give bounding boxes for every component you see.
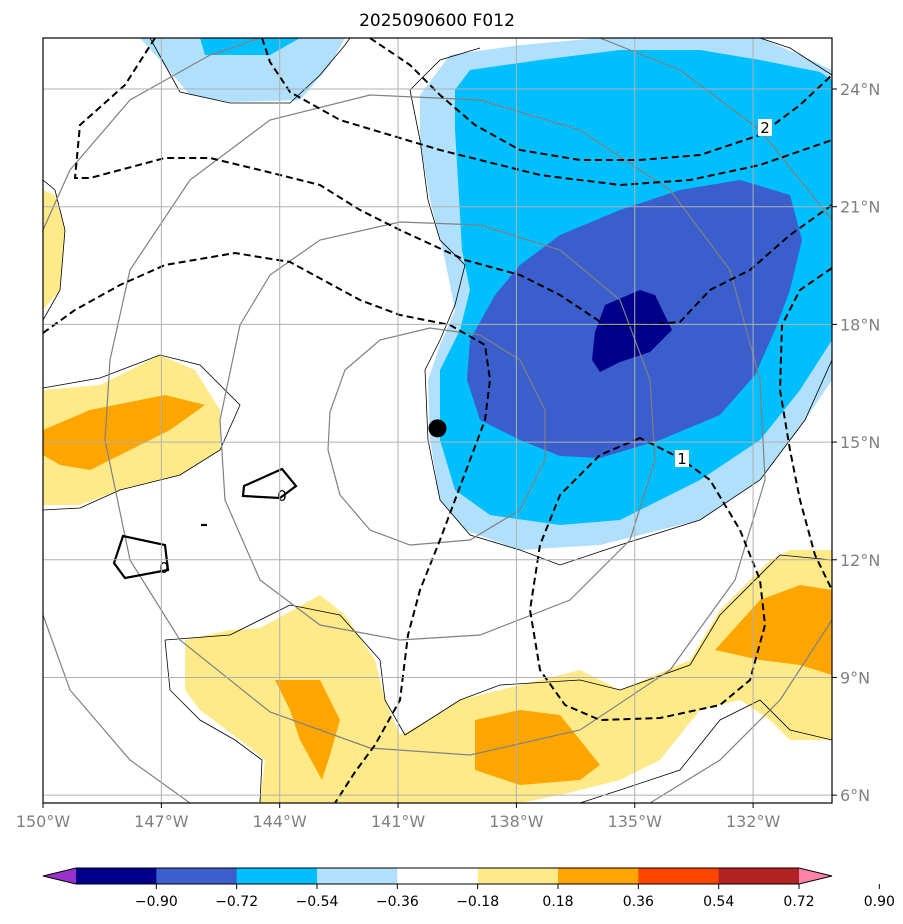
- x-tick-label: 141°W: [371, 812, 426, 831]
- colorbar-segment: [76, 868, 157, 884]
- colorbar-segment: [638, 868, 720, 884]
- pos-shading-mid: [43, 395, 205, 470]
- colorbar-segment: [718, 868, 800, 884]
- pos-shading-mid: [475, 710, 600, 785]
- colorbar-tick-label: −0.54: [296, 894, 339, 910]
- colorbar-tick-label: 0.54: [703, 894, 734, 910]
- colorbar-extend-high: [799, 868, 832, 884]
- y-axis-ticks: 24°N 21°N 18°N 15°N 12°N 9°N 6°N: [832, 80, 880, 805]
- dashed-contour: [43, 251, 492, 803]
- shading-outline-line: [149, 38, 351, 104]
- distance-ring: [599, 38, 832, 221]
- colorbar-segment: [236, 868, 318, 884]
- x-tick-label: 132°W: [726, 812, 781, 831]
- distance-ring: [43, 614, 191, 803]
- colorbar-extend-low: [43, 868, 76, 884]
- colorbar-tick-label: −0.72: [215, 894, 258, 910]
- contour-labels: 2 1 0 0: [159, 119, 772, 577]
- x-tick-label: 147°W: [134, 812, 189, 831]
- dashed-contours: [43, 38, 832, 803]
- contour-label-0: 0: [277, 487, 287, 505]
- colorbar-segment: [477, 868, 559, 884]
- distance-rings: [43, 38, 832, 803]
- distance-ring: [104, 94, 766, 756]
- plot-frame: [42, 37, 833, 804]
- contour-label-2: 2: [760, 119, 770, 137]
- colorbar-segment: [156, 868, 238, 884]
- zero-contours: [112, 467, 298, 580]
- x-axis-ticks: 150°W 147°W 144°W 141°W 138°W 135°W 132°W: [16, 803, 781, 831]
- dashed-contour: [778, 267, 832, 591]
- colorbar-tick-label: 0.72: [783, 894, 814, 910]
- colorbar-tick-label: −0.90: [135, 894, 178, 910]
- colorbar: −0.90 −0.72 −0.54 −0.36 −0.18 0.18 0.36 0.54 0.7…: [42, 867, 895, 910]
- colorbar-segment: [397, 868, 479, 884]
- y-tick-label: 6°N: [840, 786, 870, 805]
- zero-contour: [112, 534, 170, 580]
- shading-outline-line: [43, 354, 241, 511]
- y-tick-label: 18°N: [840, 315, 880, 334]
- distance-ring: [649, 619, 832, 803]
- dashed-contour: [261, 38, 832, 187]
- zero-contour: [241, 467, 298, 500]
- pos-shading-mid: [715, 585, 832, 675]
- colorbar-tick-label: −0.36: [376, 894, 419, 910]
- shading-outline-line: [579, 699, 832, 803]
- pos-shading-mid: [275, 680, 340, 780]
- colorbar-outline: [42, 867, 833, 885]
- x-tick-label: 150°W: [16, 812, 71, 831]
- dashed-contour: [73, 38, 832, 326]
- distance-ring: [327, 327, 546, 546]
- storm-center-marker: [428, 419, 447, 438]
- shading-outline-line: [43, 179, 66, 321]
- colorbar-segment: [317, 868, 398, 884]
- distance-ring: [219, 221, 656, 641]
- y-tick-label: 21°N: [840, 198, 880, 217]
- x-tick-label: 138°W: [489, 812, 544, 831]
- gridlines: [43, 38, 832, 803]
- chart-title: 2025090600 F012: [359, 11, 515, 31]
- colorbar-tick-label: 0.18: [542, 894, 573, 910]
- neg-shading-mid: [200, 38, 300, 55]
- neg-shading-light: [140, 38, 345, 102]
- x-tick-label: 144°W: [253, 812, 308, 831]
- contour-label-0: 0: [159, 559, 169, 577]
- colorbar-tick-label: 0.90: [864, 894, 895, 910]
- colorbar-tick-label: −0.18: [456, 894, 499, 910]
- distance-ring: [43, 38, 261, 231]
- pos-shading-light: [43, 190, 65, 310]
- contour-label-1: 1: [677, 450, 687, 468]
- colorbar-segment: [558, 868, 639, 884]
- shading-outline-line: [409, 38, 832, 566]
- y-tick-label: 24°N: [840, 80, 880, 99]
- colorbar-tick-label: 0.36: [623, 894, 654, 910]
- map-plot-area: 2 1 0 0: [43, 38, 832, 803]
- shading-outline: [43, 38, 832, 803]
- shading-outline-line: [164, 554, 832, 736]
- dashed-contour: [528, 436, 767, 722]
- x-tick-label: 135°W: [608, 812, 663, 831]
- y-tick-label: 9°N: [840, 668, 870, 687]
- y-tick-label: 12°N: [840, 551, 880, 570]
- y-tick-label: 15°N: [840, 433, 880, 452]
- shading-outline-line: [164, 639, 263, 803]
